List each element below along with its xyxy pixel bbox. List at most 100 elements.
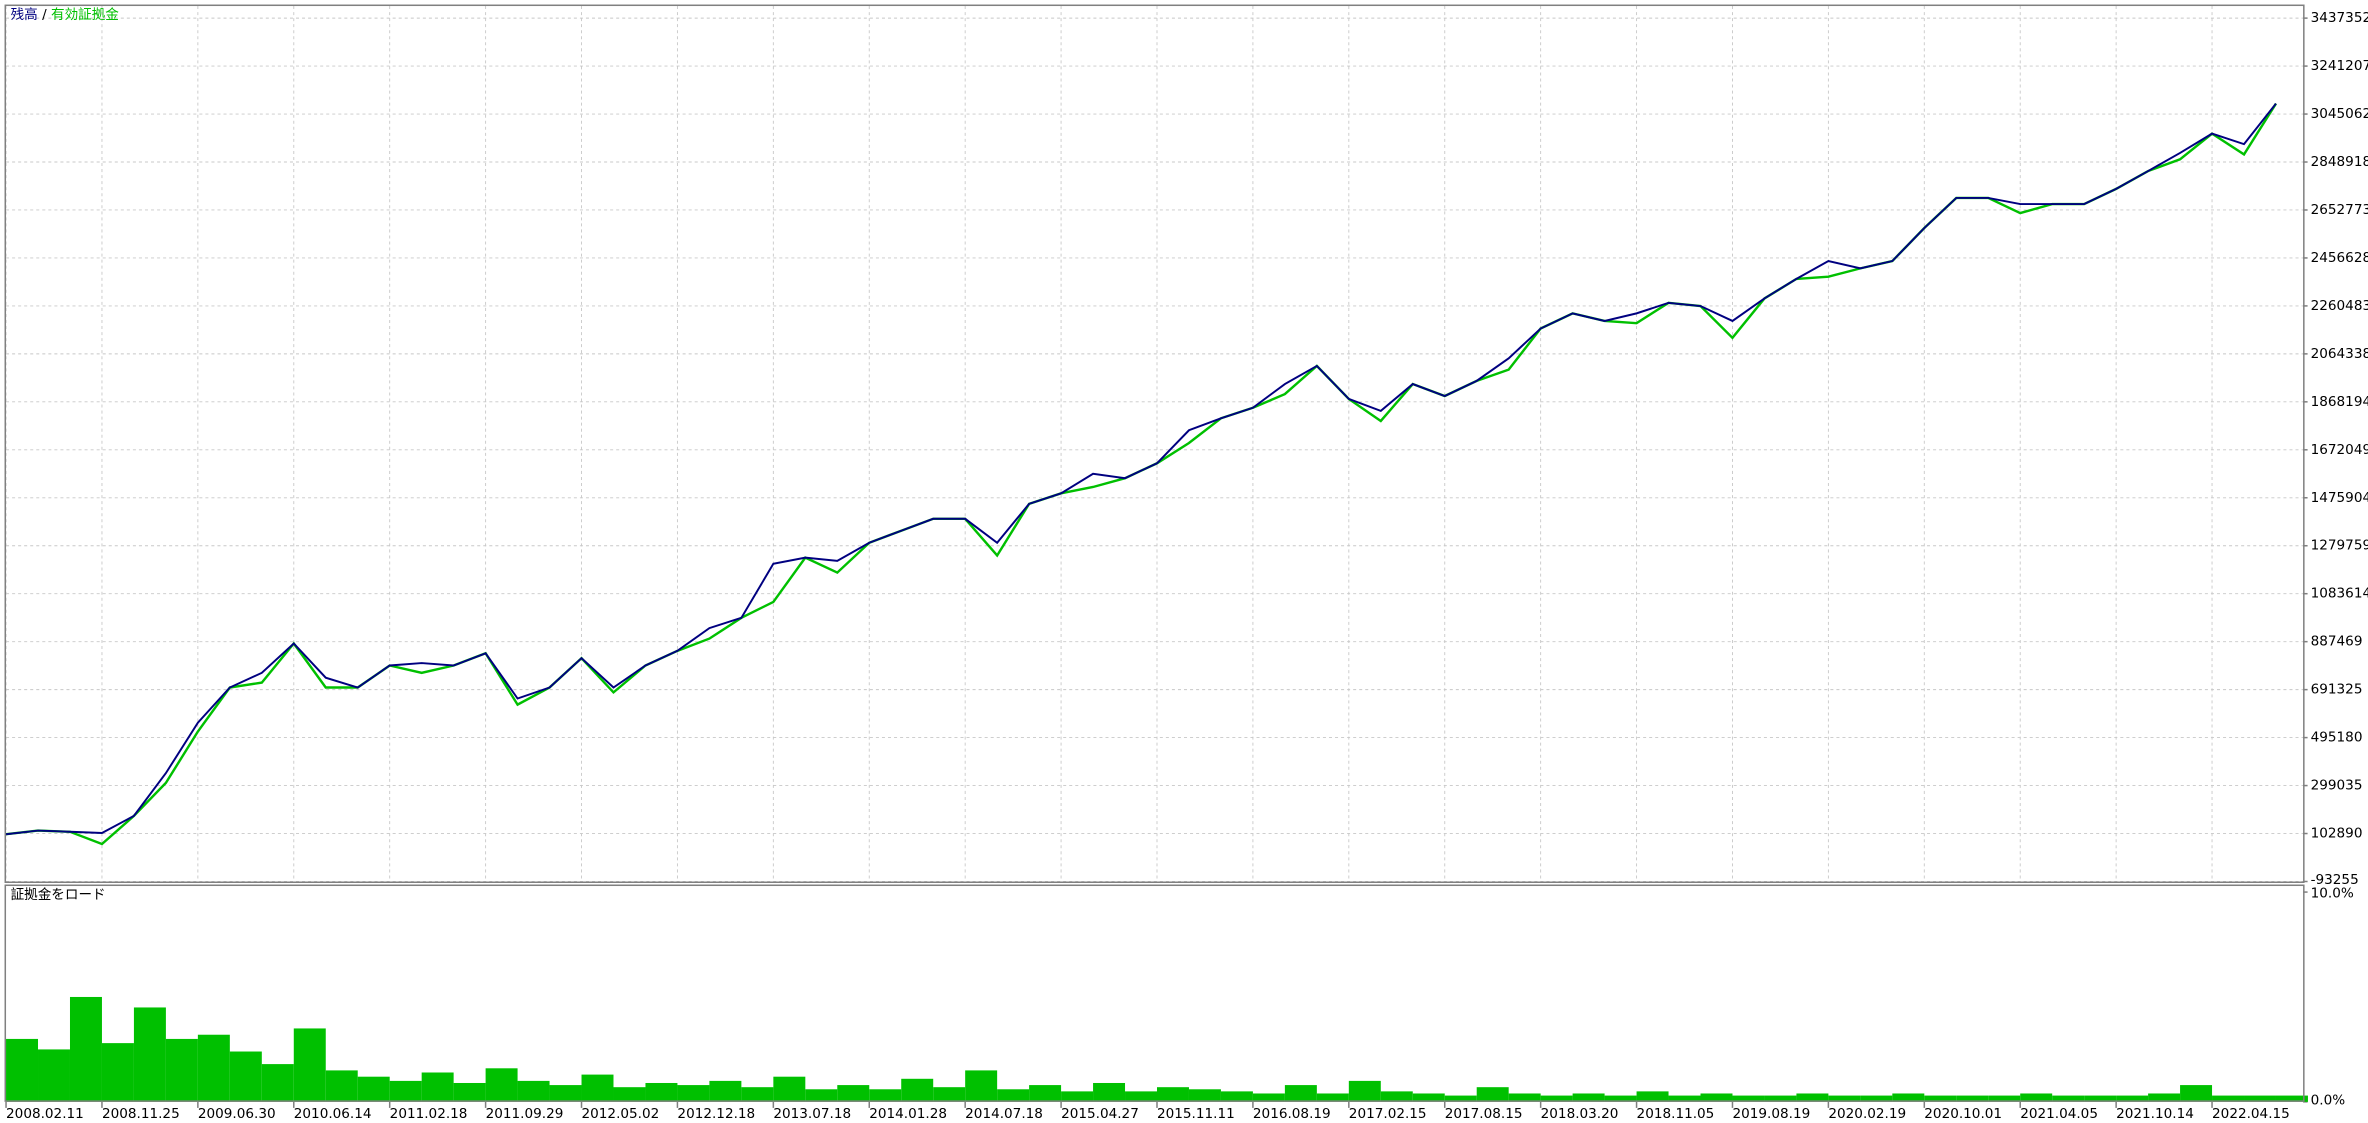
bar — [229, 1051, 262, 1102]
bar — [1636, 1091, 1669, 1102]
bar — [773, 1076, 806, 1102]
bar — [325, 1070, 358, 1102]
bar — [549, 1085, 582, 1102]
bar — [1252, 1093, 1285, 1102]
bar — [677, 1085, 710, 1102]
bar — [901, 1078, 934, 1102]
x-tick-label: 2010.06.14 — [294, 1106, 372, 1122]
bar — [645, 1082, 678, 1102]
sub-panel-border — [4, 884, 2305, 1102]
bar — [1956, 1095, 1989, 1102]
bar — [1284, 1085, 1317, 1102]
bar — [357, 1076, 390, 1102]
y-tick-label: 3241207 — [2311, 58, 2368, 74]
x-tick-label: 2012.05.02 — [582, 1106, 660, 1122]
y-tick-label: 2456628 — [2311, 250, 2368, 266]
bar — [2244, 1095, 2276, 1102]
bar — [1540, 1095, 1573, 1102]
bar — [2212, 1095, 2245, 1102]
bar — [1061, 1091, 1094, 1102]
y-tick-label: -93255 — [2311, 872, 2359, 888]
bar — [1125, 1091, 1157, 1102]
y-tick-label: 299035 — [2311, 778, 2363, 794]
bar — [517, 1080, 550, 1102]
x-tick-label: 2015.11.11 — [1157, 1106, 1235, 1122]
bar — [1029, 1085, 1062, 1102]
x-tick-label: 2018.03.20 — [1541, 1106, 1619, 1122]
bar — [965, 1070, 998, 1102]
legend: 残高 / 有効証拠金 — [11, 6, 120, 23]
x-tick-label: 2013.07.18 — [773, 1106, 851, 1122]
bar — [2052, 1095, 2085, 1102]
x-tick-label: 2015.04.27 — [1061, 1106, 1139, 1122]
bar — [1412, 1093, 1445, 1102]
bar — [869, 1089, 902, 1102]
legend-equity: 有効証拠金 — [51, 7, 119, 23]
x-tick-label: 2020.10.01 — [1924, 1106, 2002, 1122]
bar — [1476, 1087, 1509, 1102]
bar — [389, 1080, 422, 1102]
legend-separator: / — [42, 7, 47, 23]
y-tick-label: 2652773 — [2311, 202, 2368, 218]
x-tick-label: 2012.12.18 — [677, 1106, 755, 1122]
legend-balance: 残高 — [11, 6, 38, 23]
bar — [197, 1034, 230, 1102]
bar — [1892, 1093, 1925, 1102]
bar — [1380, 1091, 1413, 1102]
y-tick-label: 1672049 — [2311, 442, 2368, 458]
y-tick-label: 887469 — [2311, 634, 2363, 650]
x-tick-label: 2018.11.05 — [1637, 1106, 1715, 1122]
bar — [1860, 1095, 1893, 1102]
bar — [741, 1087, 774, 1102]
x-tick-label: 2021.04.05 — [2020, 1106, 2098, 1122]
bar — [997, 1089, 1030, 1102]
bar — [805, 1089, 838, 1102]
bar — [1668, 1095, 1701, 1102]
bar — [1796, 1093, 1829, 1102]
bar — [1316, 1093, 1349, 1102]
y-tick-label: 495180 — [2311, 730, 2363, 746]
x-tick-label: 2017.08.15 — [1445, 1106, 1523, 1122]
bar — [1732, 1095, 1765, 1102]
y-tick-label: 3045062 — [2311, 106, 2368, 122]
x-tick-label: 2008.02.11 — [6, 1106, 84, 1122]
x-tick-label: 2017.02.15 — [1349, 1106, 1427, 1122]
y-tick-label: 1279759 — [2311, 538, 2368, 554]
x-tick-label: 2011.09.29 — [486, 1106, 564, 1122]
bar — [1508, 1093, 1541, 1102]
bar — [133, 1007, 166, 1102]
bar — [1924, 1095, 1957, 1102]
y-tick-label: 691325 — [2311, 682, 2363, 698]
bar — [2180, 1085, 2213, 1102]
bar — [293, 1028, 326, 1102]
y-tick-label: 10.0% — [2311, 886, 2354, 902]
x-tick-label: 2014.01.28 — [869, 1106, 947, 1122]
x-tick-label: 2016.08.19 — [1253, 1106, 1331, 1122]
sub-panel-title: 証拠金をロード — [11, 887, 106, 903]
bar — [933, 1087, 966, 1102]
bar — [2116, 1095, 2149, 1102]
bar — [1604, 1095, 1637, 1102]
bar — [1220, 1091, 1253, 1102]
bar — [1348, 1080, 1381, 1102]
bar — [1828, 1095, 1861, 1102]
main-panel-border — [4, 4, 2305, 884]
x-tick-label: 2019.08.19 — [1732, 1106, 1810, 1122]
y-tick-label: 1475904 — [2311, 490, 2368, 506]
bar — [837, 1085, 870, 1102]
x-tick-label: 2021.10.14 — [2116, 1106, 2194, 1122]
bar — [165, 1038, 198, 1102]
x-tick-label: 2020.02.19 — [1828, 1106, 1906, 1122]
x-tick-label: 2011.02.18 — [390, 1106, 468, 1122]
bar — [1188, 1089, 1221, 1102]
bar — [1572, 1093, 1605, 1102]
bar — [485, 1068, 518, 1102]
bar — [38, 1049, 70, 1102]
bar — [1764, 1095, 1797, 1102]
bar — [1444, 1095, 1477, 1102]
y-tick-label: 3437352 — [2311, 10, 2368, 26]
bar — [581, 1074, 614, 1102]
